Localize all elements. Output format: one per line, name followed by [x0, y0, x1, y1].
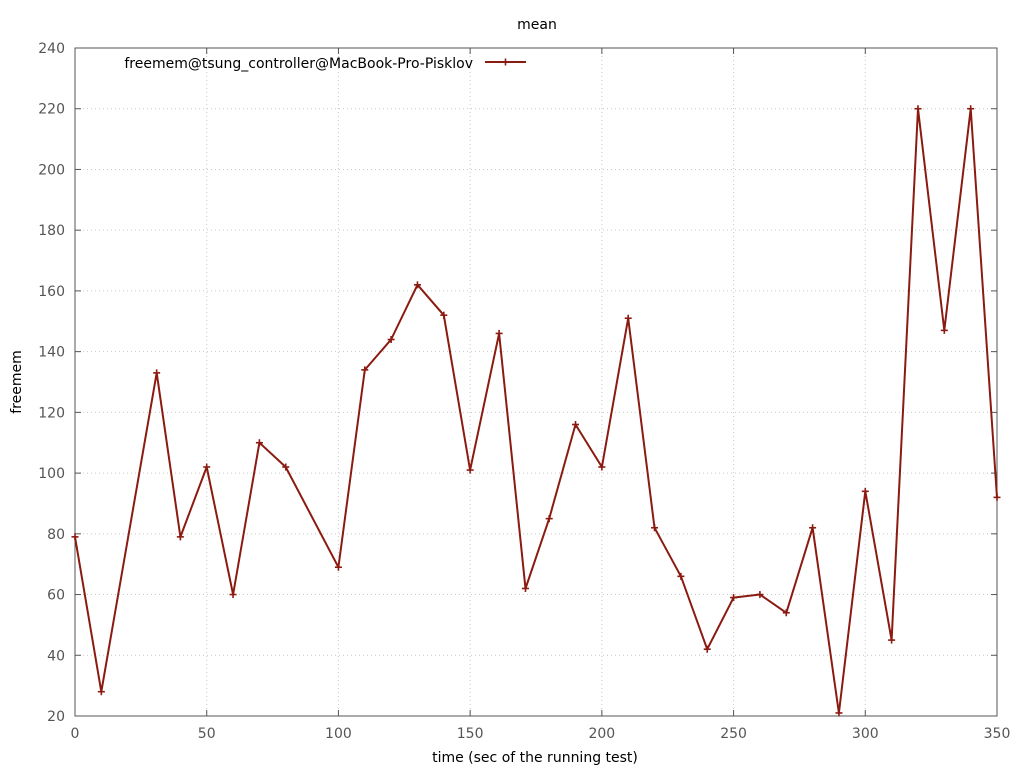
- grid-layer: [75, 48, 997, 716]
- data-point: [703, 645, 711, 653]
- data-point: [914, 105, 922, 113]
- y-tick-label: 80: [47, 527, 65, 543]
- series-line: [74, 107, 998, 714]
- data-point: [782, 609, 790, 617]
- data-point: [993, 493, 1001, 501]
- plot-frame: [74, 47, 998, 717]
- data-point: [387, 335, 395, 343]
- data-point: [572, 421, 580, 429]
- legend: freemem@tsung_controller@MacBook-Pro-Pis…: [124, 56, 526, 72]
- chart-title: mean: [517, 17, 557, 33]
- data-point: [756, 591, 764, 599]
- data-point: [203, 463, 211, 471]
- data-point: [967, 105, 975, 113]
- data-point: [521, 584, 529, 592]
- y-tick-label: 140: [38, 345, 65, 361]
- x-tick-label: 200: [588, 726, 615, 742]
- data-point: [624, 314, 632, 322]
- x-tick-label: 0: [71, 726, 80, 742]
- y-tick-label: 40: [47, 648, 65, 664]
- data-point: [229, 591, 237, 599]
- data-point: [413, 281, 421, 289]
- x-tick-label: 150: [457, 726, 484, 742]
- series-layer: [71, 105, 1001, 717]
- x-axis-title: time (sec of the running test): [432, 750, 638, 766]
- data-point: [466, 466, 474, 474]
- data-point: [861, 487, 869, 495]
- data-point: [651, 524, 659, 532]
- data-point: [677, 572, 685, 580]
- data-point: [334, 563, 342, 571]
- y-tick-label: 20: [47, 709, 65, 725]
- data-point: [495, 329, 503, 337]
- axes-layer: [74, 47, 998, 717]
- data-point: [71, 533, 79, 541]
- data-point: [545, 515, 553, 523]
- x-tick-label: 100: [325, 726, 352, 742]
- data-point: [97, 688, 105, 696]
- x-tick-label: 250: [720, 726, 747, 742]
- y-tick-label: 180: [38, 223, 65, 239]
- data-point: [940, 326, 948, 334]
- data-point: [282, 463, 290, 471]
- y-tick-label: 240: [38, 41, 65, 57]
- data-point: [835, 709, 843, 717]
- y-tick-label: 220: [38, 102, 65, 118]
- data-point: [255, 439, 263, 447]
- y-tick-label: 120: [38, 405, 65, 421]
- x-tick-label: 300: [852, 726, 879, 742]
- y-axis-title: freemem: [9, 350, 25, 414]
- ticks-layer: 0 50 100 150 200 250 300 350 20 40 60 80 100 120 140 16…: [38, 41, 1010, 742]
- y-tick-label: 160: [38, 284, 65, 300]
- data-point: [361, 366, 369, 374]
- x-tick-label: 50: [198, 726, 216, 742]
- y-tick-label: 200: [38, 162, 65, 178]
- data-point: [440, 311, 448, 319]
- x-tick-label: 350: [984, 726, 1011, 742]
- data-point: [888, 636, 896, 644]
- y-tick-label: 60: [47, 588, 65, 604]
- data-point: [809, 524, 817, 532]
- data-point: [598, 463, 606, 471]
- legend-series-label: freemem@tsung_controller@MacBook-Pro-Pis…: [124, 56, 473, 72]
- data-point: [730, 594, 738, 602]
- data-point: [176, 533, 184, 541]
- data-point: [153, 369, 161, 377]
- y-tick-label: 100: [38, 466, 65, 482]
